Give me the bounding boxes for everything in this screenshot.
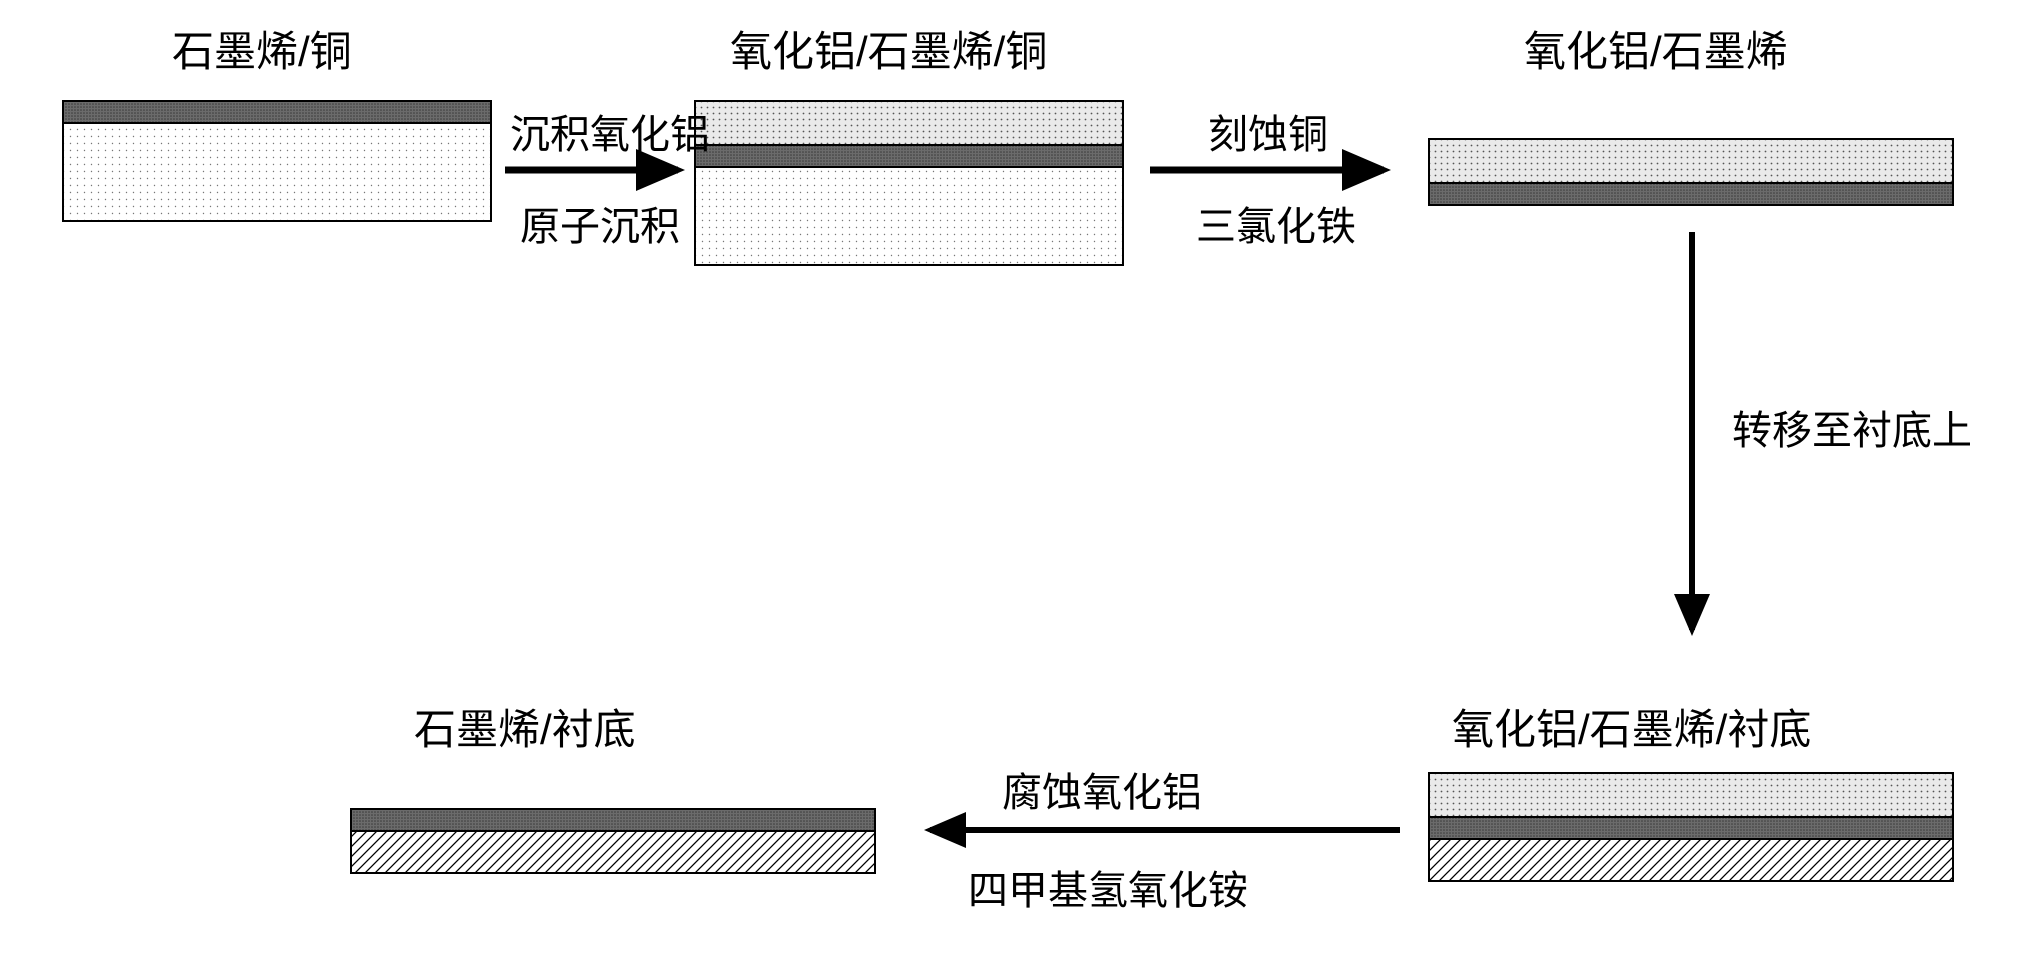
arrow-s4-s5-label-above: 腐蚀氧化铝 [1002, 760, 1202, 818]
arrow-s4-s5-label-below: 四甲基氢氧化铵 [968, 858, 1248, 916]
diagram-canvas: 石墨烯/铜 氧化铝/石墨烯/铜 氧化铝/石墨烯 氧化铝/石墨烯/衬底 石墨烯/衬… [0, 0, 2033, 962]
